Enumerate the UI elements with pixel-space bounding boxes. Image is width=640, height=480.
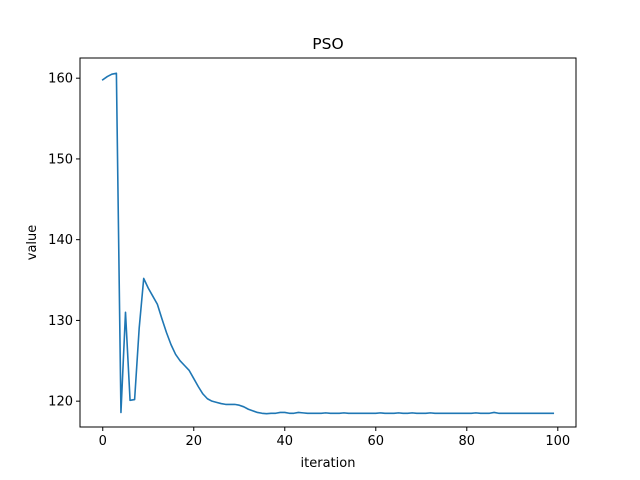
series-line-0 — [101, 72, 555, 415]
x-tick-label: 20 — [185, 434, 202, 449]
x-tick-label: 40 — [276, 434, 293, 449]
y-axis-label: value — [25, 225, 40, 261]
y-tick-label: 150 — [48, 152, 73, 167]
y-tick-label: 160 — [48, 72, 73, 87]
x-axis-label: iteration — [301, 456, 356, 471]
x-tick-label: 100 — [545, 434, 570, 449]
y-tick-label: 120 — [48, 395, 73, 410]
y-tick-label: 140 — [48, 233, 73, 248]
ticks-layer: 0 20 40 60 80 100 120 130 140 150 160 — [48, 72, 570, 449]
plot-layer — [101, 72, 555, 415]
x-tick-label: 80 — [459, 434, 476, 449]
y-tick-label: 130 — [48, 314, 73, 329]
chart-title: PSO — [312, 35, 343, 53]
x-tick-label: 0 — [99, 434, 107, 449]
x-tick-label: 60 — [368, 434, 385, 449]
axes-frame — [79, 57, 577, 428]
